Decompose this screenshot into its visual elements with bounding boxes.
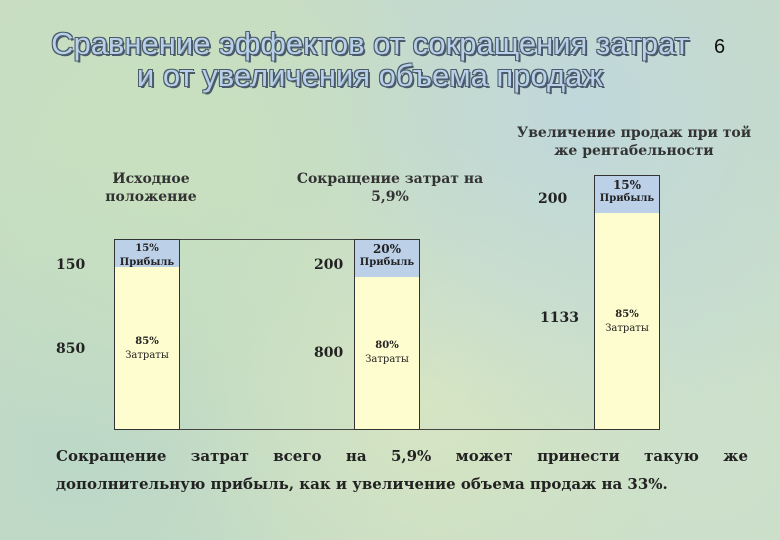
bar-2: 15% Прибыль 85% Затраты [594, 174, 660, 430]
cost-segment: 80% Затраты [355, 276, 419, 429]
cost-value-label: 800 [314, 345, 344, 362]
profit-segment: 20% Прибыль [355, 239, 419, 281]
cost-name-label: Затраты [605, 322, 649, 334]
reference-line [178, 239, 356, 240]
cost-name-label: Затраты [365, 354, 409, 366]
profit-segment: 15% Прибыль [595, 175, 659, 218]
category-label-initial: Исходное положение [105, 171, 197, 205]
cost-segment: 85% Затраты [115, 267, 179, 429]
profit-name-label: Прибыль [359, 256, 415, 268]
cost-name-label: Затраты [125, 349, 169, 361]
profit-name-label: Прибыль [119, 256, 175, 268]
bar-1: 20% Прибыль 80% Затраты [354, 238, 420, 430]
category-label-cost-cut: Сокращение затрат на 5,9% [296, 171, 484, 205]
footer-text: Сокращение затрат всего на 5,9% может пр… [56, 447, 748, 493]
profit-percent-label: 15% [135, 242, 159, 254]
cost-percent-label: 85% [615, 308, 639, 320]
profit-percent-label: 20% [372, 241, 402, 256]
slide-title: Сравнение эффектов от сокращения затрат … [51, 26, 689, 93]
bar-0: 15% Прибыль 85% Затраты [114, 238, 180, 430]
profit-value-label: 200 [538, 190, 568, 207]
cost-value-label: 1133 [540, 309, 579, 326]
profit-name-label: Прибыль [599, 192, 655, 204]
profit-segment: 15% Прибыль [115, 239, 179, 272]
profit-value-label: 150 [56, 256, 86, 273]
profit-percent-label: 15% [612, 177, 642, 192]
profit-value-label: 200 [314, 256, 344, 273]
cost-value-label: 850 [56, 340, 86, 357]
slide-number: 6 [714, 36, 726, 58]
cost-percent-label: 80% [375, 340, 399, 352]
cost-percent-label: 85% [135, 335, 159, 347]
cost-segment: 85% Затраты [595, 213, 659, 429]
category-label-sales-up: Увеличение продаж при той же рентабельно… [516, 125, 752, 159]
